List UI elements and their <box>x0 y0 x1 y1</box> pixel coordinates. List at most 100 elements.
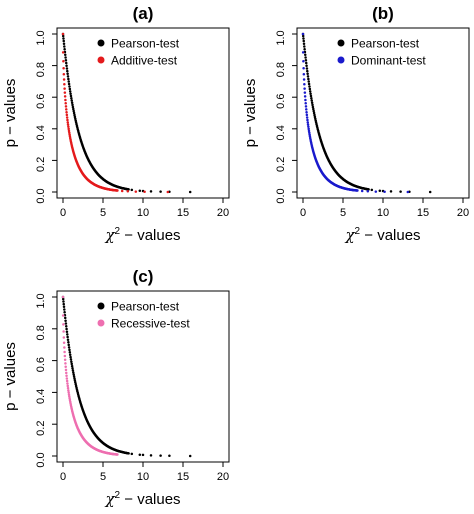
data-point <box>61 297 65 301</box>
panel-a: (a) 0 5 10 15 20 0.0 0.2 0.4 0.6 0.8 1.0 χ2 − values… <box>2 4 230 244</box>
data-point <box>68 90 72 93</box>
panel-b: (b) 0 5 10 15 20 0.0 0.2 0.4 0.6 0.8 1.0 χ2 − values… <box>242 4 470 244</box>
data-point <box>70 364 74 368</box>
data-point <box>308 131 311 134</box>
data-point <box>73 115 77 119</box>
x-tick-label: 15 <box>417 207 429 219</box>
data-point <box>389 190 393 193</box>
data-point <box>62 323 65 326</box>
data-point <box>69 92 72 95</box>
data-point <box>71 105 75 109</box>
x-tick-label: 0 <box>300 207 306 219</box>
data-point <box>63 95 67 98</box>
legend-marker <box>97 39 105 47</box>
data-point <box>302 37 305 40</box>
x-tick-label: 15 <box>177 207 189 219</box>
series-additive-test <box>61 32 170 194</box>
legend-marker <box>97 302 105 310</box>
data-point <box>378 189 382 192</box>
data-point <box>66 333 69 336</box>
data-point <box>366 190 370 193</box>
data-point <box>304 59 308 62</box>
legend-label: Pearson-test <box>351 37 420 51</box>
data-point <box>302 66 305 70</box>
data-point <box>303 82 306 86</box>
data-point <box>65 330 69 333</box>
data-point <box>305 108 308 111</box>
data-point <box>308 85 311 88</box>
data-point <box>73 377 76 380</box>
data-point <box>188 190 192 194</box>
legend-marker <box>97 319 105 327</box>
data-point <box>120 189 124 193</box>
y-tick-label: 0.8 <box>275 62 287 77</box>
x-tick-label: 20 <box>457 207 469 219</box>
data-point <box>67 80 70 83</box>
data-point <box>301 34 305 38</box>
data-point <box>63 311 66 314</box>
y-tick-label: 1.0 <box>275 30 287 45</box>
y-tick-label: 1.0 <box>35 293 47 308</box>
data-point <box>313 113 316 117</box>
data-point <box>64 365 67 368</box>
legend-label: Pearson-test <box>111 300 180 314</box>
data-point <box>62 59 65 63</box>
data-point <box>65 61 68 65</box>
data-point <box>66 118 69 122</box>
data-point <box>188 454 192 458</box>
data-point <box>69 358 73 361</box>
x-tick-label: 10 <box>137 207 149 219</box>
data-point <box>303 91 307 94</box>
data-point <box>383 190 386 194</box>
data-point <box>307 129 311 133</box>
data-point <box>61 314 65 317</box>
data-point <box>66 69 69 73</box>
data-point <box>63 350 66 354</box>
data-point <box>61 32 65 36</box>
series-recessive-test <box>61 295 119 456</box>
data-point <box>302 72 306 76</box>
data-point <box>309 92 312 95</box>
data-point <box>62 78 66 81</box>
data-point <box>116 189 119 192</box>
y-tick-label: 0.8 <box>35 325 47 340</box>
data-point <box>65 116 69 119</box>
data-point <box>67 341 70 344</box>
data-point <box>71 367 74 370</box>
chart-title: (a) <box>133 4 154 23</box>
y-tick-label: 0.6 <box>35 357 47 372</box>
y-tick-label: 0.4 <box>35 125 47 140</box>
data-point <box>303 45 306 48</box>
data-point <box>62 302 65 306</box>
data-point <box>62 42 66 45</box>
data-point <box>72 107 75 111</box>
data-point <box>149 190 153 193</box>
data-point <box>306 123 310 126</box>
data-point <box>66 123 70 126</box>
data-point <box>65 324 68 328</box>
data-point <box>72 373 75 376</box>
data-point <box>68 87 72 91</box>
data-point <box>312 111 316 115</box>
data-point <box>65 327 68 331</box>
data-point <box>310 97 313 100</box>
y-tick-label: 0.8 <box>35 62 47 77</box>
data-point <box>70 362 73 366</box>
data-point <box>67 346 71 349</box>
y-tick-label: 0.4 <box>35 389 47 404</box>
data-point <box>69 94 73 98</box>
data-point <box>312 107 315 111</box>
data-point <box>72 375 76 378</box>
y-axis-label: p − values <box>2 79 19 148</box>
data-point <box>72 111 76 115</box>
data-point <box>64 316 67 320</box>
data-point <box>310 101 314 104</box>
legend-label: Dominant-test <box>351 54 426 68</box>
data-point <box>65 110 68 114</box>
data-point <box>66 335 69 339</box>
data-point <box>367 188 370 191</box>
data-point <box>63 354 67 358</box>
y-tick-label: 0.6 <box>275 94 287 109</box>
data-point <box>64 98 67 102</box>
data-point <box>62 330 65 333</box>
